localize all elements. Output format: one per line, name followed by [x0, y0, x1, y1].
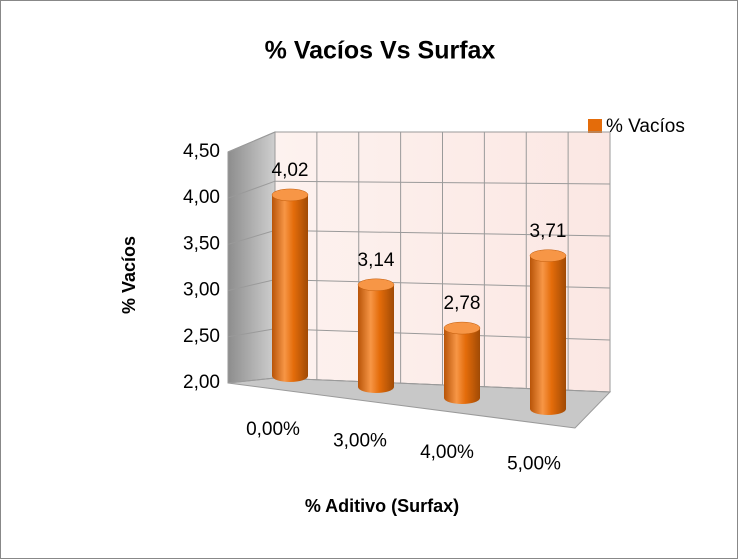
value-label: 3,71 — [530, 221, 567, 242]
y-axis-title: % Vacíos — [119, 236, 139, 314]
bar-top — [357, 278, 395, 292]
grid-line — [227, 229, 276, 245]
value-label: 4,02 — [272, 160, 309, 181]
bar — [358, 284, 394, 393]
x-tick-label: 3,00% — [333, 431, 387, 452]
bar — [444, 328, 480, 404]
y-tick-label: 2,50 — [183, 326, 220, 347]
value-label: 3,14 — [358, 250, 395, 271]
grid-line — [227, 180, 276, 199]
grid-line — [227, 328, 276, 338]
y-tick-label: 2,00 — [183, 372, 220, 393]
bar — [530, 255, 566, 415]
x-axis-title: % Aditivo (Surfax) — [305, 496, 459, 516]
grid-line — [227, 377, 276, 384]
bar-group — [529, 249, 567, 415]
side-wall — [227, 131, 276, 384]
x-tick-label: 4,00% — [420, 442, 474, 463]
value-label: 2,78 — [444, 293, 481, 314]
bar-top — [443, 321, 481, 335]
y-tick-label: 4,00 — [183, 187, 220, 208]
bar-top — [271, 188, 309, 202]
y-tick-label: 3,00 — [183, 280, 220, 301]
bar-group — [357, 278, 395, 393]
y-tick-label: 4,50 — [183, 141, 220, 162]
grid-line — [227, 131, 276, 153]
chart-title: % Vacíos Vs Surfax — [265, 37, 496, 65]
bar-group — [443, 321, 481, 404]
legend-label: % Vacíos — [606, 116, 685, 137]
grid-line — [227, 279, 276, 292]
x-tick-label: 0,00% — [246, 419, 300, 440]
legend-swatch — [588, 119, 602, 133]
bar-group — [271, 188, 309, 382]
y-tick-label: 3,50 — [183, 233, 220, 254]
bar-top — [529, 249, 567, 262]
x-tick-label: 5,00% — [507, 454, 561, 475]
bar — [272, 194, 308, 382]
